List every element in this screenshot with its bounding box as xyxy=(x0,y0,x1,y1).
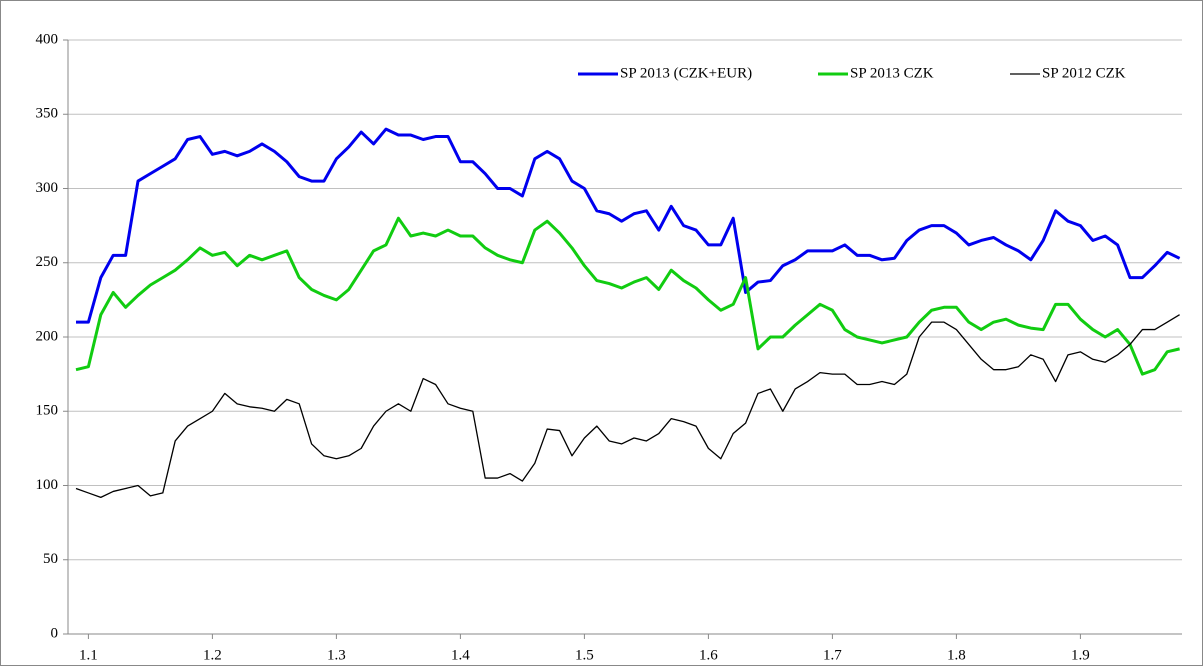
x-tick-label: 1.6 xyxy=(699,647,718,663)
y-tick-label: 300 xyxy=(36,180,59,196)
legend-label: SP 2012 CZK xyxy=(1042,65,1126,81)
legend-label: SP 2013 (CZK+EUR) xyxy=(620,65,752,81)
y-tick-label: 0 xyxy=(51,625,59,641)
series-line xyxy=(75,216,1180,376)
y-tick-label: 100 xyxy=(36,477,59,493)
y-tick-label: 50 xyxy=(43,551,58,567)
x-tick-label: 1.9 xyxy=(1071,647,1090,663)
series-line xyxy=(76,127,1181,324)
y-tick-label: 400 xyxy=(36,31,59,47)
legend-label: SP 2013 CZK xyxy=(850,65,934,81)
x-tick-label: 1.8 xyxy=(947,647,966,663)
x-tick-label: 1.1 xyxy=(79,647,98,663)
x-tick-label: 1.5 xyxy=(575,647,594,663)
x-tick-label: 1.3 xyxy=(327,647,346,663)
y-tick-label: 150 xyxy=(36,403,59,419)
x-tick-label: 1.4 xyxy=(451,647,470,663)
y-tick-label: 200 xyxy=(36,328,59,344)
series-line xyxy=(75,314,1180,499)
y-tick-label: 250 xyxy=(36,254,59,270)
x-tick-label: 1.2 xyxy=(203,647,222,663)
y-tick-label: 350 xyxy=(36,106,59,122)
x-tick-label: 1.7 xyxy=(823,647,842,663)
